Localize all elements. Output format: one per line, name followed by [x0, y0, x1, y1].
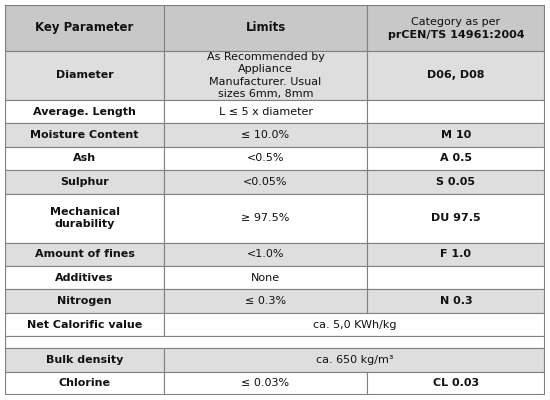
Text: <1.0%: <1.0%	[247, 249, 284, 259]
Bar	[5, 348, 164, 372]
Bar	[367, 242, 545, 266]
Bar	[5, 100, 164, 123]
Text: prCEN/TS 14961:2004: prCEN/TS 14961:2004	[388, 30, 524, 40]
Text: As Recommended by
Appliance
Manufacturer. Usual
sizes 6mm, 8mm: As Recommended by Appliance Manufacturer…	[207, 52, 324, 99]
Bar	[5, 313, 164, 336]
Text: N 0.3: N 0.3	[439, 296, 472, 306]
Text: Net Calorific value: Net Calorific value	[27, 320, 142, 330]
Text: CL 0.03: CL 0.03	[433, 378, 479, 388]
Bar	[367, 266, 545, 290]
Bar	[164, 313, 545, 336]
Text: ≤ 0.03%: ≤ 0.03%	[241, 378, 290, 388]
Bar	[5, 290, 164, 313]
Text: Moisture Content: Moisture Content	[30, 130, 139, 140]
Text: ≤ 0.3%: ≤ 0.3%	[245, 296, 286, 306]
Text: ca. 650 kg/m³: ca. 650 kg/m³	[316, 355, 393, 365]
Bar	[164, 100, 367, 123]
Text: F 1.0: F 1.0	[441, 249, 471, 259]
Text: Nitrogen: Nitrogen	[57, 296, 112, 306]
Bar	[5, 51, 164, 100]
Bar	[367, 372, 545, 395]
Bar	[164, 194, 367, 242]
Text: Key Parameter: Key Parameter	[35, 22, 134, 34]
Text: Additives: Additives	[56, 273, 114, 283]
Text: Amount of fines: Amount of fines	[35, 249, 135, 259]
Text: ca. 5,0 KWh/kg: ca. 5,0 KWh/kg	[313, 320, 397, 330]
Bar	[164, 170, 367, 194]
Text: Ash: Ash	[73, 154, 96, 164]
Bar	[164, 51, 367, 100]
Bar	[5, 266, 164, 290]
Bar	[5, 372, 164, 395]
Text: DU 97.5: DU 97.5	[431, 213, 481, 223]
Bar	[367, 147, 545, 170]
Bar	[5, 147, 164, 170]
Bar	[367, 290, 545, 313]
Text: A 0.5: A 0.5	[440, 154, 472, 164]
Bar	[164, 147, 367, 170]
Bar	[367, 123, 545, 147]
Text: Limits: Limits	[245, 22, 285, 34]
Bar	[164, 123, 367, 147]
Text: S 0.05: S 0.05	[437, 177, 475, 187]
Bar	[164, 5, 367, 51]
Text: Chlorine: Chlorine	[59, 378, 111, 388]
Bar	[367, 170, 545, 194]
Bar	[5, 5, 164, 51]
Bar	[5, 123, 164, 147]
Text: Average. Length: Average. Length	[33, 106, 136, 116]
Text: ≥ 97.5%: ≥ 97.5%	[241, 213, 290, 223]
Text: Diameter: Diameter	[56, 70, 113, 80]
Bar	[164, 266, 367, 290]
Text: M 10: M 10	[441, 130, 471, 140]
Text: <0.05%: <0.05%	[243, 177, 288, 187]
Bar	[5, 242, 164, 266]
Bar	[367, 194, 545, 242]
Text: Bulk density: Bulk density	[46, 355, 123, 365]
Bar	[367, 5, 545, 51]
Text: ≤ 10.0%: ≤ 10.0%	[241, 130, 290, 140]
Bar	[367, 100, 545, 123]
Bar	[164, 242, 367, 266]
Bar	[164, 372, 367, 395]
Bar	[5, 336, 545, 348]
Bar	[367, 51, 545, 100]
Bar	[164, 348, 545, 372]
Bar	[5, 170, 164, 194]
Text: <0.5%: <0.5%	[247, 154, 284, 164]
Text: D06, D08: D06, D08	[427, 70, 485, 80]
Text: Category as per: Category as per	[411, 17, 500, 27]
Text: None: None	[251, 273, 280, 283]
Text: L ≤ 5 x diameter: L ≤ 5 x diameter	[218, 106, 312, 116]
Text: Mechanical
durability: Mechanical durability	[50, 207, 119, 229]
Bar	[164, 290, 367, 313]
Bar	[5, 194, 164, 242]
Text: Sulphur: Sulphur	[60, 177, 109, 187]
